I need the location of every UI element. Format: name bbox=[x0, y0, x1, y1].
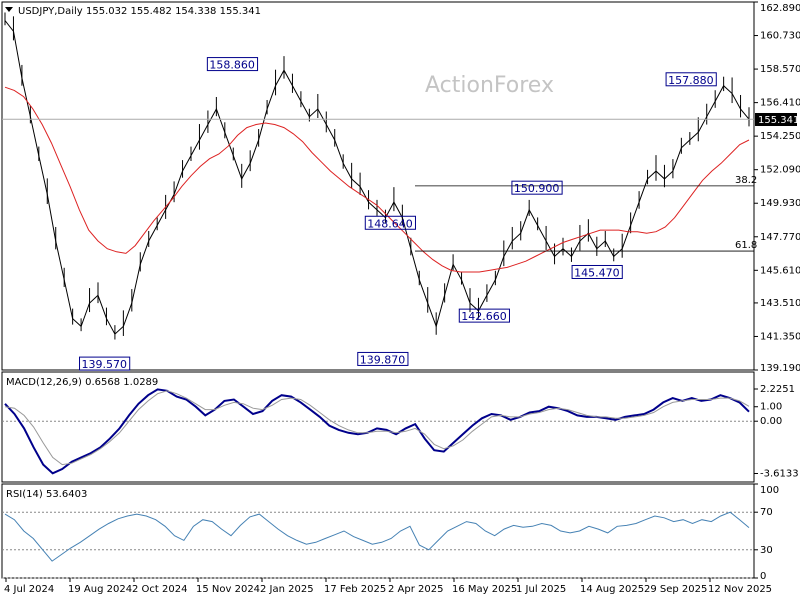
ohlc-values: 155.032 155.482 154.338 155.341 bbox=[86, 6, 261, 17]
price-annotation: 139.570 bbox=[79, 356, 131, 371]
price-annotation: 150.900 bbox=[511, 180, 563, 195]
y-tick-label: 30 bbox=[760, 545, 773, 556]
y-tick-label: 141.350 bbox=[760, 331, 800, 342]
watermark: ActionForex bbox=[425, 73, 554, 98]
price-annotation: 157.880 bbox=[665, 72, 717, 87]
current-price-tag: 155.341 bbox=[755, 113, 799, 126]
price-lines bbox=[2, 12, 754, 340]
header: USDJPY,Daily 155.032 155.482 154.338 155… bbox=[5, 6, 261, 17]
rsi-pane: RSI(14) 53.6403 100 70 30 0 bbox=[1, 483, 779, 582]
y-tick-label: 160.730 bbox=[760, 31, 800, 42]
x-tick-label: 2 Oct 2024 bbox=[132, 584, 187, 595]
macd-lines bbox=[2, 388, 754, 475]
svg-text:157.880: 157.880 bbox=[668, 74, 714, 87]
price-annotation: 145.470 bbox=[571, 264, 623, 279]
y-tick-label: 143.510 bbox=[760, 298, 800, 309]
svg-text:145.470: 145.470 bbox=[574, 266, 620, 279]
x-tick-label: 2 Jan 2025 bbox=[260, 584, 314, 595]
y-tick-label: 149.930 bbox=[760, 198, 800, 209]
y-tick-label: 156.410 bbox=[760, 98, 800, 109]
series-line bbox=[4, 86, 750, 273]
y-tick-label: 154.250 bbox=[760, 131, 800, 142]
x-tick-label: 17 Feb 2025 bbox=[324, 584, 386, 595]
x-tick-label: 14 Aug 2025 bbox=[580, 584, 644, 595]
price-annotation: 158.860 bbox=[206, 57, 259, 72]
x-tick-label: 1 Jul 2025 bbox=[516, 584, 566, 595]
rsi-axis: 100 70 30 0 bbox=[754, 483, 779, 582]
y-tick-label: 2.2251 bbox=[760, 384, 795, 395]
svg-text:139.870: 139.870 bbox=[360, 353, 406, 366]
y-tick-label: 70 bbox=[760, 507, 773, 518]
rsi-lines bbox=[2, 511, 754, 579]
date-axis: 4 Jul 2024 19 Aug 2024 2 Oct 2024 15 Nov 20… bbox=[4, 578, 772, 595]
y-tick-label: 152.090 bbox=[760, 165, 800, 176]
x-tick-label: 19 Aug 2024 bbox=[68, 584, 132, 595]
price-pane: 162.890 160.730 158.570 156.410 154.250 152.0… bbox=[1, 1, 800, 374]
x-tick-label: 12 Nov 2025 bbox=[708, 584, 772, 595]
y-tick-label: 158.570 bbox=[760, 64, 800, 75]
y-tick-label: 145.610 bbox=[760, 265, 800, 276]
svg-text:148.640: 148.640 bbox=[367, 217, 413, 230]
svg-text:150.900: 150.900 bbox=[514, 182, 560, 195]
svg-text:139.570: 139.570 bbox=[82, 358, 128, 371]
fib-level-label: 38.2 bbox=[735, 175, 757, 186]
svg-text:158.860: 158.860 bbox=[209, 59, 255, 72]
current-price-label: 155.341 bbox=[758, 115, 799, 126]
price-annotation: 139.870 bbox=[357, 351, 409, 366]
rsi-title: RSI(14) 53.6403 bbox=[6, 489, 87, 500]
y-tick-label: 139.190 bbox=[760, 363, 800, 374]
x-tick-label: 16 May 2025 bbox=[452, 584, 517, 595]
price-annotations: 38.2 61.8 158.860 157.880 150.900 148.640 145.… bbox=[79, 57, 757, 371]
symbol-title: USDJPY,Daily bbox=[18, 6, 83, 17]
x-tick-label: 2 Apr 2025 bbox=[388, 584, 443, 595]
y-tick-label: -3.6133 bbox=[760, 469, 799, 480]
macd-title: MACD(12,26,9) 0.6568 1.0289 bbox=[6, 377, 158, 388]
price-annotation: 148.640 bbox=[364, 215, 416, 230]
y-tick-label: 1.00 bbox=[760, 402, 782, 413]
series-line bbox=[4, 388, 750, 475]
x-tick-label: 4 Jul 2024 bbox=[4, 584, 54, 595]
series-line bbox=[4, 511, 750, 562]
price-axis: 162.890 160.730 158.570 156.410 154.250 152.0… bbox=[754, 1, 800, 374]
macd-axis: 2.2251 1.00 0.00 -3.6133 bbox=[754, 384, 799, 480]
x-tick-label: 15 Nov 2024 bbox=[196, 584, 260, 595]
fib-level-label: 61.8 bbox=[735, 240, 757, 251]
y-tick-label: 0.00 bbox=[760, 416, 782, 427]
y-tick-label: 0 bbox=[760, 571, 766, 582]
y-tick-label: 147.770 bbox=[760, 232, 800, 243]
series-line bbox=[4, 390, 750, 466]
y-tick-label: 100 bbox=[760, 485, 779, 496]
macd-pane-border bbox=[1, 371, 755, 483]
y-tick-label: 162.890 bbox=[760, 3, 800, 14]
macd-pane: MACD(12,26,9) 0.6568 1.0289 2.2251 1.00 0.… bbox=[1, 371, 799, 483]
price-annotation: 142.660 bbox=[458, 308, 510, 323]
svg-text:142.660: 142.660 bbox=[461, 310, 507, 323]
dropdown-arrow-icon[interactable] bbox=[5, 7, 13, 12]
x-tick-label: 29 Sep 2025 bbox=[644, 584, 707, 595]
